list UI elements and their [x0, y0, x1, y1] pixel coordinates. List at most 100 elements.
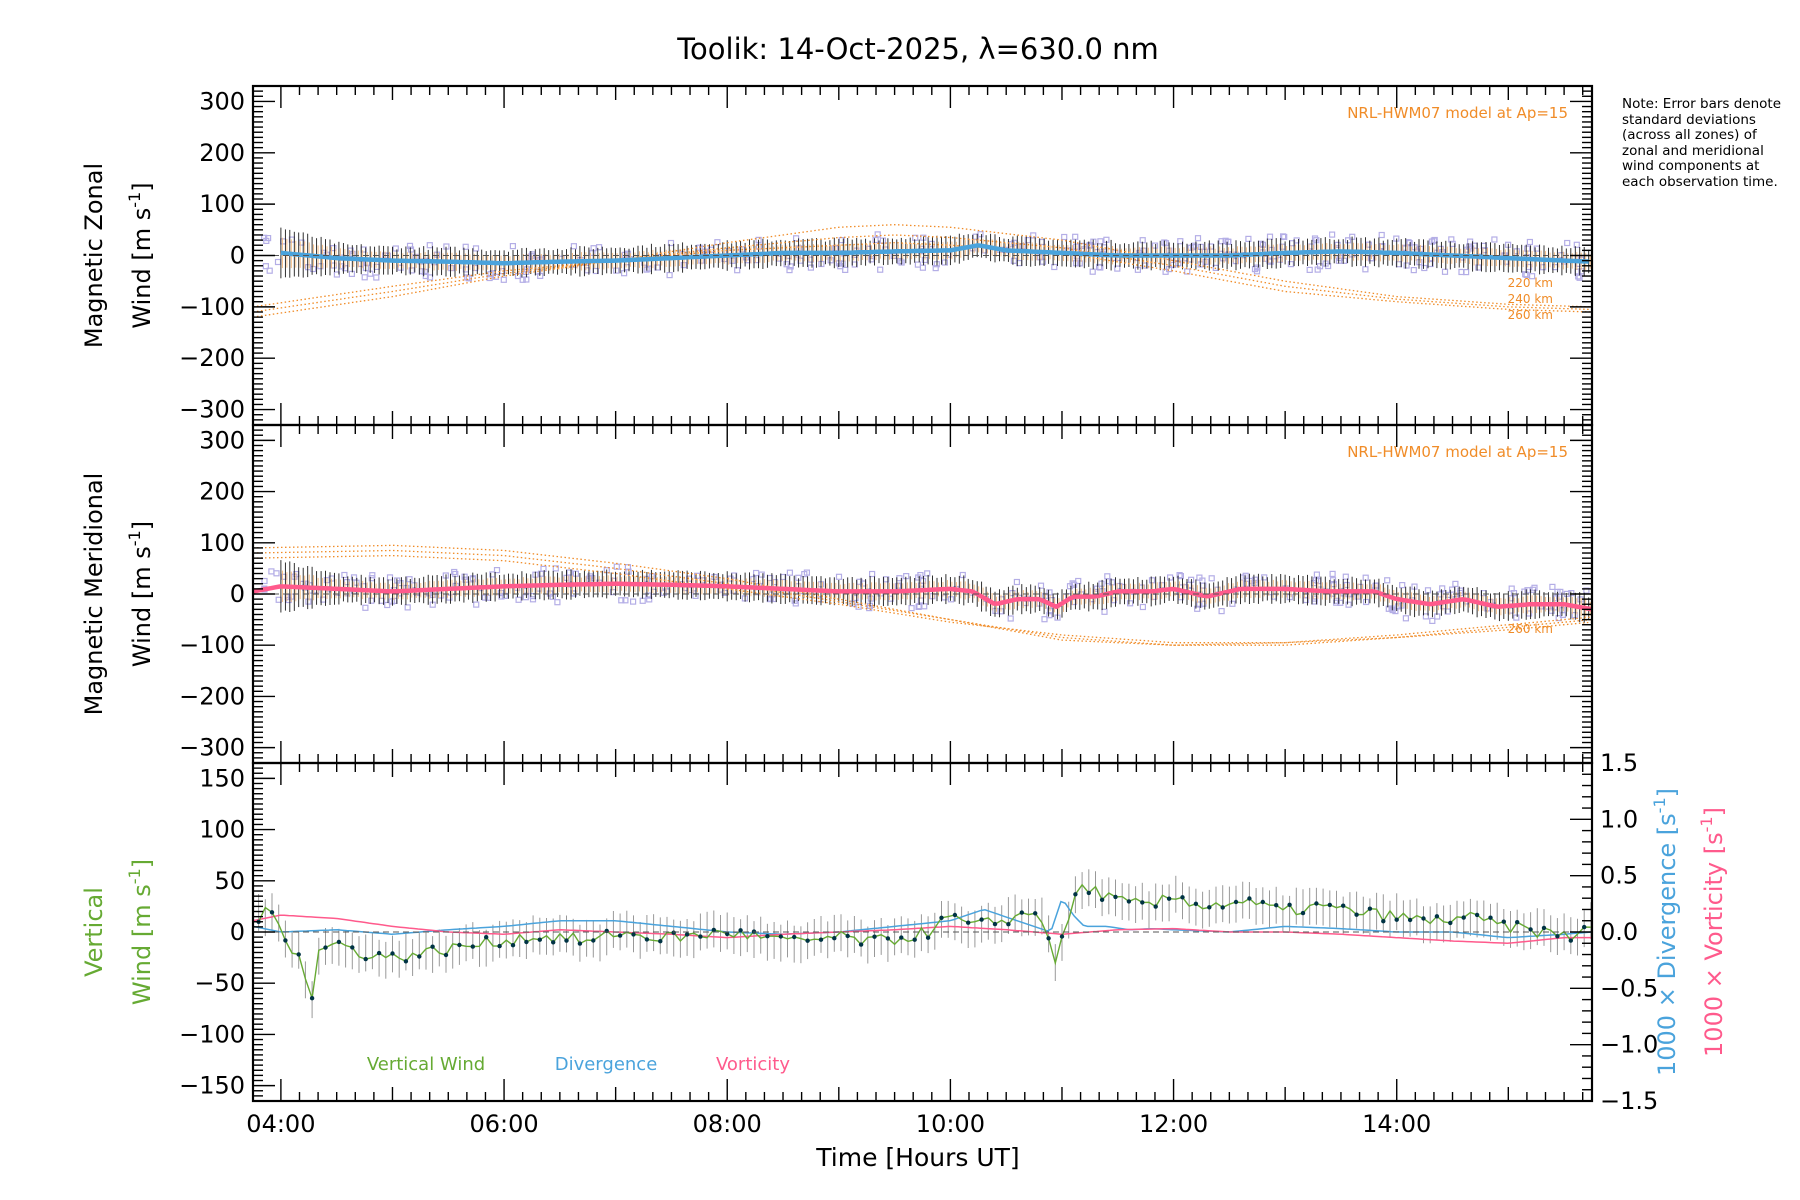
scatter-point — [1202, 258, 1209, 265]
vertical-wind-point — [1233, 899, 1239, 905]
text-layer: −300 −200 −100 0 100 200 300 Magnetic Zonal Wind… — [80, 87, 1728, 1138]
scatter-point — [1306, 266, 1313, 273]
scatter-point — [1362, 574, 1369, 581]
error-bar-note: Note: Error bars denote standard deviati… — [1622, 96, 1782, 190]
vertical-wind-point — [885, 936, 891, 941]
scatter-point — [620, 270, 628, 277]
vertical-wind-point — [1287, 902, 1292, 907]
scatter-point — [273, 570, 280, 577]
scatter-point — [629, 598, 637, 605]
y-tick-label: 200 — [199, 478, 245, 506]
scatter-point — [1281, 233, 1288, 241]
vertical-wind-point — [1113, 894, 1118, 900]
model-label: NRL-HWM07 model at Ap=15 — [1347, 443, 1568, 461]
scatter-point — [1095, 263, 1103, 271]
scatter-point — [874, 231, 881, 238]
x-tick-label: 12:00 — [1139, 1110, 1208, 1138]
scatter-point — [1403, 262, 1410, 269]
hwm07-model-line — [253, 224, 1592, 318]
vertical-wind-point — [992, 921, 998, 927]
vertical-wind-point — [484, 935, 489, 940]
scatter-point — [1051, 263, 1058, 271]
y-tick-label: 0 — [230, 580, 245, 608]
scatter-point — [362, 604, 369, 611]
scatter-point — [493, 566, 501, 574]
vertical-wind-point — [403, 959, 409, 964]
altitude-label: 220 km — [1508, 276, 1553, 290]
vertical-wind-point — [390, 951, 395, 956]
scatter-point — [915, 574, 922, 581]
vertical-wind-line — [257, 883, 1591, 999]
scatter-point — [584, 267, 591, 274]
vertical-wind-point — [537, 937, 542, 942]
chart-title: Toolik: 14-Oct-2025, λ=630.0 nm — [676, 32, 1159, 66]
scatter-point — [1510, 589, 1518, 597]
scatter-point — [1162, 240, 1170, 247]
scatter-point — [1555, 614, 1562, 622]
scatter-point — [310, 265, 317, 273]
vertical-wind-point — [1367, 906, 1373, 911]
scatter-point — [1559, 607, 1566, 614]
panel-zonal-lines — [253, 224, 1592, 318]
y-axis-label-line2: Wind [m s-1] — [125, 182, 156, 328]
y-tick-label: −100 — [179, 1020, 245, 1048]
y2-tick-label: −0.5 — [1600, 974, 1658, 1002]
y2-tick-label: 0.0 — [1600, 918, 1638, 946]
scatter-point — [1176, 571, 1183, 579]
hwm07-model-line — [253, 554, 1592, 644]
scatter-point — [932, 265, 939, 272]
vertical-wind-point — [524, 939, 529, 945]
vertical-wind-point — [1421, 916, 1426, 921]
scatter-point — [384, 601, 391, 609]
vertical-wind-point — [738, 928, 743, 933]
vertical-wind-point — [457, 942, 462, 948]
scatter-point — [1287, 261, 1295, 268]
vertical-wind-point — [979, 917, 984, 922]
scatter-point — [1329, 570, 1336, 578]
vertical-wind-point — [966, 920, 971, 925]
y-axis-label-close: ] — [128, 521, 156, 530]
scatter-point — [1467, 245, 1475, 252]
scatter-point — [522, 594, 529, 601]
vertical-wind-point — [350, 945, 355, 950]
y2-tick-label: 1.5 — [1600, 749, 1638, 777]
vertical-wind-point — [1046, 936, 1051, 941]
scatter-point — [552, 565, 559, 572]
scatter-point — [714, 239, 721, 246]
y2-tick-label: −1.5 — [1600, 1087, 1658, 1115]
scatter-point — [1072, 233, 1079, 240]
scatter-point — [1061, 233, 1068, 241]
scatter-point — [1098, 580, 1105, 587]
altitude-label: 260 km — [1508, 622, 1553, 636]
scatter-point — [1218, 607, 1225, 615]
vertical-wind-point — [296, 952, 301, 957]
scatter-point — [1452, 580, 1459, 588]
scatter-point — [305, 598, 312, 605]
scatter-point — [1229, 600, 1236, 607]
vertical-wind-point — [269, 910, 275, 915]
scatter-point — [947, 596, 955, 603]
vertical-wind-point — [336, 939, 342, 945]
scatter-point — [1073, 243, 1080, 250]
vertical-wind-point — [912, 937, 917, 942]
y2-tick-label: 0.5 — [1600, 862, 1638, 890]
scatter-point — [1429, 617, 1436, 625]
scatter-point — [734, 267, 741, 274]
scatter-point — [1583, 587, 1590, 594]
vertical-wind-point — [925, 935, 931, 940]
scatter-point — [1362, 598, 1370, 606]
scatter-point — [915, 603, 922, 611]
vertical-wind-point — [564, 938, 569, 943]
scatter-point — [373, 274, 380, 281]
vorticity-axis-label-sup: -1 — [1697, 816, 1716, 832]
vertical-wind-point — [1019, 910, 1024, 915]
scatter-point — [262, 263, 269, 270]
scatter-point — [1177, 238, 1184, 245]
scatter-point — [1399, 581, 1406, 589]
scatter-point — [618, 597, 625, 604]
y-axis-label-sup: -1 — [125, 530, 144, 546]
scatter-point — [1142, 262, 1149, 269]
vertical-wind-point — [1568, 938, 1574, 943]
vertical-wind-point — [832, 936, 837, 941]
scatter-point — [912, 234, 919, 241]
